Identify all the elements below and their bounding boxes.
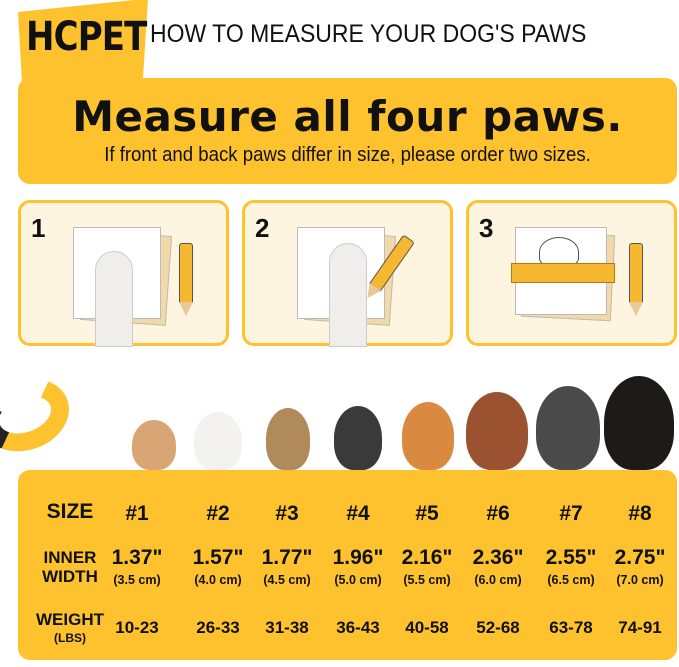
size-cell: #8: [628, 502, 652, 525]
inch-cell: 2.55": [545, 546, 597, 569]
dog-chihuahua-image: [132, 420, 176, 470]
weight-cell: 31-38: [265, 618, 309, 637]
inch-cell: 2.75": [614, 546, 666, 569]
weight-cell: 36-43: [336, 618, 380, 637]
size-cell: #4: [346, 502, 370, 525]
dog-bichon-image: [194, 412, 242, 470]
inch-cell: 2.16": [401, 546, 453, 569]
dog-shepherd-image: [466, 392, 528, 470]
size-cell: #3: [275, 502, 299, 525]
size-cell: #6: [486, 502, 510, 525]
size-chart: SIZE INNER WIDTH WEIGHT (LBS) #1 1.37" (3.…: [18, 470, 677, 660]
step-2: 2: [242, 200, 453, 347]
pencil-icon: [179, 243, 193, 316]
dog-schnauzer-image: [334, 406, 382, 470]
dog-yorkie-image: [266, 408, 310, 470]
step-number: 1: [31, 213, 46, 243]
weight-cell: 26-33: [196, 618, 240, 637]
dog-husky-image: [536, 386, 600, 470]
size-cell: #1: [125, 502, 149, 525]
pencil-icon: [629, 243, 643, 316]
banner-subtitle: If front and back paws differ in size, p…: [104, 144, 591, 166]
inner-width-label-line1: INNER: [43, 548, 97, 567]
paw-icon: [329, 243, 367, 347]
banner-title: Measure all four paws.: [72, 92, 623, 141]
cm-cell: (7.0 cm): [616, 573, 664, 587]
page-title: HOW TO MEASURE YOUR DOG'S PAWS: [150, 20, 587, 48]
cm-cell: (3.5 cm): [113, 573, 161, 587]
step-number: 3: [479, 213, 494, 243]
weight-label-line1: WEIGHT: [36, 610, 104, 629]
banner: Measure all four paws. If front and back…: [18, 78, 677, 184]
step-1: 1: [18, 200, 229, 347]
weight-unit-label: (LBS): [54, 631, 86, 645]
cm-cell: (6.0 cm): [474, 573, 522, 587]
inch-cell: 1.77": [261, 546, 313, 569]
decorative-swoosh: [0, 366, 80, 464]
step-number: 2: [255, 213, 270, 243]
weight-cell: 63-78: [549, 618, 593, 637]
cm-cell: (4.0 cm): [194, 573, 242, 587]
weight-label: WEIGHT (LBS): [26, 610, 114, 648]
weight-cell: 74-91: [618, 618, 662, 637]
size-cell: #2: [206, 502, 230, 525]
inch-cell: 1.96": [332, 546, 384, 569]
size-cell: #7: [559, 502, 583, 525]
cm-cell: (4.5 cm): [263, 573, 311, 587]
inch-cell: 1.37": [111, 546, 163, 569]
ruler-icon: [511, 263, 615, 283]
inch-cell: 2.36": [472, 546, 524, 569]
size-label: SIZE: [46, 500, 94, 523]
dog-shiba-image: [402, 402, 454, 470]
size-cell: #5: [415, 502, 439, 525]
step-3: 3: [466, 200, 677, 346]
dog-rottweiler-image: [604, 376, 674, 470]
weight-cell: 52-68: [476, 618, 520, 637]
cm-cell: (5.5 cm): [403, 573, 451, 587]
weight-cell: 40-58: [405, 618, 449, 637]
paw-icon: [95, 251, 133, 347]
cm-cell: (5.0 cm): [334, 573, 382, 587]
cm-cell: (6.5 cm): [547, 573, 595, 587]
inner-width-label: INNER WIDTH: [32, 548, 108, 586]
logo: HCPET: [26, 14, 147, 60]
weight-cell: 10-23: [115, 618, 159, 637]
inner-width-label-line2: WIDTH: [42, 567, 98, 586]
inch-cell: 1.57": [192, 546, 244, 569]
